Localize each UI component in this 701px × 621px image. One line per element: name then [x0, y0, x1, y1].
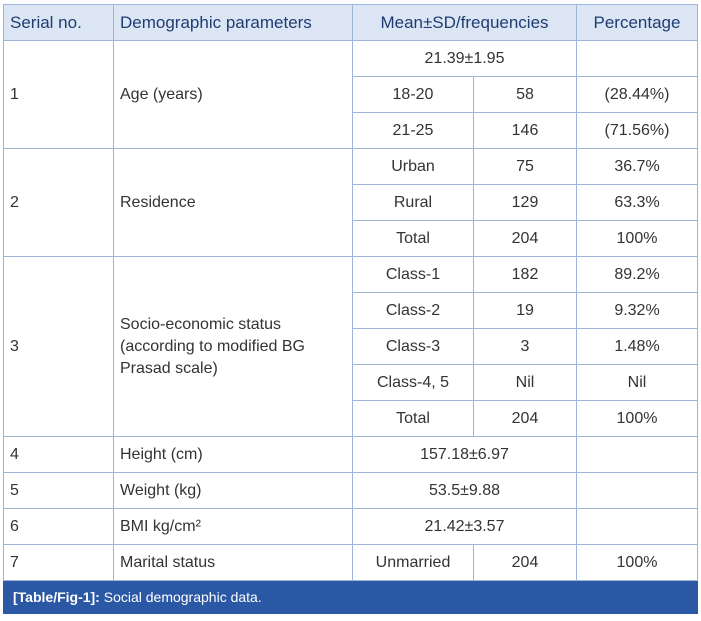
group: Total: [352, 400, 474, 437]
frequency: 182: [473, 256, 577, 293]
frequency: 204: [473, 400, 577, 437]
serial: 4: [3, 436, 114, 473]
group: Rural: [352, 184, 474, 221]
frequency: 75: [473, 148, 577, 185]
value: 21.39±1.95: [352, 40, 577, 77]
percentage: 63.3%: [576, 184, 698, 221]
frequency: 58: [473, 76, 577, 113]
percentage: (71.56%): [576, 112, 698, 149]
serial: 1: [3, 40, 114, 149]
header-cell: Percentage: [576, 4, 698, 41]
caption-text: Social demographic data.: [103, 589, 262, 605]
percentage: Nil: [576, 364, 698, 401]
parameter: Socio-economic status (according to modi…: [113, 256, 353, 437]
parameter: Residence: [113, 148, 353, 257]
header-row: Serial no. Demographic parameters Mean±S…: [3, 4, 698, 41]
group: Class-2: [352, 292, 474, 329]
row: Class-3 3 1.48%: [4, 328, 698, 365]
empty-cell: [576, 472, 698, 509]
header-cell: Demographic parameters: [113, 4, 353, 41]
row: 18-20 58 (28.44%): [4, 76, 698, 113]
parameter: Weight (kg): [113, 472, 353, 509]
parameter: Height (cm): [113, 436, 353, 473]
frequency: 129: [473, 184, 577, 221]
serial: 2: [3, 148, 114, 257]
row: 6 BMI kg/cm² 21.42±3.57: [3, 508, 698, 545]
header-cell: Mean±SD/frequencies: [352, 4, 577, 41]
row: 3 Socio-economic status (according to mo…: [3, 256, 698, 437]
group: Class-1: [352, 256, 474, 293]
group: Urban: [352, 148, 474, 185]
frequency: 204: [473, 220, 577, 257]
row: Class-2 19 9.32%: [4, 292, 698, 329]
value: 21.42±3.57: [352, 508, 577, 545]
percentage: (28.44%): [576, 76, 698, 113]
percentage: 100%: [576, 400, 698, 437]
group: Unmarried: [352, 544, 474, 581]
parameter-line: Prasad scale): [120, 359, 218, 377]
row: 2 Residence Urban 75 36.7%: [3, 148, 698, 257]
group: 21-25: [352, 112, 474, 149]
serial: 6: [3, 508, 114, 545]
row: 5 Weight (kg) 53.5±9.88: [3, 472, 698, 509]
parameter-line: (according to modified BG: [120, 337, 305, 355]
value: 53.5±9.88: [352, 472, 577, 509]
serial: 7: [3, 544, 114, 581]
parameter: BMI kg/cm²: [113, 508, 353, 545]
frequency: 204: [473, 544, 577, 581]
percentage: 100%: [576, 544, 698, 581]
table-figure: Serial no. Demographic parameters Mean±S…: [3, 4, 698, 614]
row: 4 Height (cm) 157.18±6.97: [3, 436, 698, 473]
serial: 3: [3, 256, 114, 437]
parameter: Marital status: [113, 544, 353, 581]
row: Rural 129 63.3%: [4, 184, 698, 221]
percentage: 36.7%: [576, 148, 698, 185]
caption-label: [Table/Fig-1]:: [13, 589, 100, 605]
parameter-line: Socio-economic status: [120, 315, 281, 333]
demographic-table: Serial no. Demographic parameters Mean±S…: [3, 4, 698, 581]
caption: [Table/Fig-1]: Social demographic data.: [3, 581, 698, 614]
row: Total 204 100%: [4, 220, 698, 257]
group: Total: [352, 220, 474, 257]
parameter: Age (years): [113, 40, 353, 149]
group: Class-4, 5: [352, 364, 474, 401]
percentage: 89.2%: [576, 256, 698, 293]
empty-cell: [576, 436, 698, 473]
row: 21-25 146 (71.56%): [4, 112, 698, 149]
row: 7 Marital status Unmarried 204 100%: [3, 544, 698, 581]
group: Class-3: [352, 328, 474, 365]
value: 157.18±6.97: [352, 436, 577, 473]
frequency: 146: [473, 112, 577, 149]
empty-cell: [576, 40, 698, 77]
frequency: 19: [473, 292, 577, 329]
frequency: 3: [473, 328, 577, 365]
row: 1 Age (years) 21.39±1.95: [3, 40, 698, 149]
group: 18-20: [352, 76, 474, 113]
header-cell: Serial no.: [3, 4, 114, 41]
percentage: 9.32%: [576, 292, 698, 329]
empty-cell: [576, 508, 698, 545]
serial: 5: [3, 472, 114, 509]
percentage: 100%: [576, 220, 698, 257]
percentage: 1.48%: [576, 328, 698, 365]
frequency: Nil: [473, 364, 577, 401]
